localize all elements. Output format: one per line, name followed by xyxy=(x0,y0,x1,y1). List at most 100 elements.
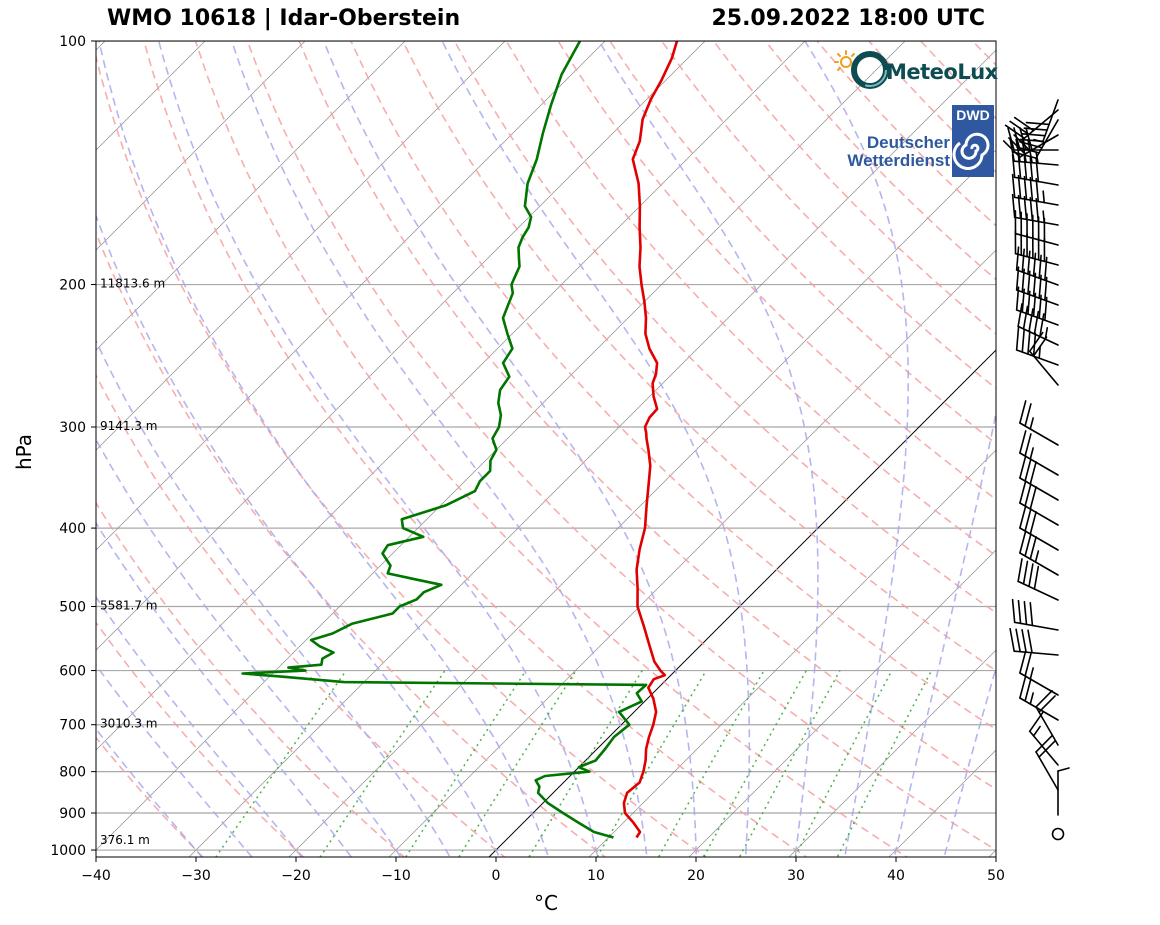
dry-adiabat-line xyxy=(350,41,996,731)
barb-flag xyxy=(1007,127,1015,151)
barb-flag xyxy=(1035,689,1053,708)
y-tick-label: 1000 xyxy=(50,843,86,859)
barb-half-flag xyxy=(1033,138,1046,144)
barb-flag xyxy=(1021,628,1027,654)
mixing-ratio-line xyxy=(404,670,527,857)
x-tick-label: 30 xyxy=(787,868,805,884)
barb-flag xyxy=(1013,127,1021,151)
barb-flag xyxy=(1021,288,1025,313)
barb-half-flag xyxy=(1029,692,1034,705)
moist-adiabat-line xyxy=(96,521,353,857)
barb-flag xyxy=(1024,678,1032,702)
barb-flag xyxy=(1019,455,1027,479)
moist-adiabat-line xyxy=(98,41,550,857)
barb-flag xyxy=(1044,256,1048,282)
barb-flag xyxy=(1013,116,1035,132)
barb-flag xyxy=(1027,270,1031,295)
dwd-logo: Deutscher Wetterdienst DWD xyxy=(830,103,996,181)
y-tick-label: 600 xyxy=(59,664,86,680)
chart-title-datetime: 25.09.2022 18:00 UTC xyxy=(711,6,985,31)
dwd-wordmark-line1: Deutscher xyxy=(866,133,950,152)
wind-barb xyxy=(1028,331,1059,386)
barb-staff xyxy=(1019,422,1059,446)
reference-lines xyxy=(96,41,996,857)
barb-flag xyxy=(1011,153,1016,179)
x-tick-label: −40 xyxy=(81,868,111,884)
barb-flag xyxy=(1044,276,1048,302)
barb-flag xyxy=(1021,138,1027,164)
isotherm-line xyxy=(96,41,706,651)
dry-adiabat-line xyxy=(194,41,909,857)
dry-adiabat-line xyxy=(298,41,996,791)
moist-adiabat-line xyxy=(943,665,996,857)
barb-half-flag xyxy=(1029,417,1034,430)
mixing-ratio-line xyxy=(702,670,807,857)
barb-flag xyxy=(1019,430,1027,454)
moist-adiabat-line xyxy=(96,595,303,857)
barb-flag xyxy=(1024,653,1032,677)
barb-flag xyxy=(1039,313,1045,338)
barb-flag xyxy=(1038,695,1056,713)
wind-barb xyxy=(1019,505,1059,551)
barb-staff xyxy=(1028,730,1059,766)
barb-flag xyxy=(1038,254,1042,279)
barb-flag xyxy=(1038,740,1056,758)
barb-flag xyxy=(1019,675,1027,699)
isotherm-line xyxy=(96,41,406,351)
barb-staff xyxy=(1014,252,1059,266)
barb-flag xyxy=(1017,154,1022,180)
barb-flag xyxy=(1028,563,1034,588)
dwd-badge: DWD xyxy=(952,105,994,177)
y-tick-label: 500 xyxy=(59,599,86,615)
isotherm-line xyxy=(96,41,906,851)
wind-barb xyxy=(1019,675,1059,721)
dry-adiabat-line xyxy=(96,736,204,857)
barb-half-flag xyxy=(1057,767,1070,772)
barb-flag xyxy=(1028,308,1034,333)
barb-flag xyxy=(1038,274,1042,299)
mixing-ratio-line xyxy=(214,670,347,857)
barb-flag xyxy=(1028,331,1044,353)
barb-flag xyxy=(1021,328,1025,353)
dry-adiabat-line xyxy=(453,41,996,614)
moist-adiabat-line xyxy=(157,41,599,857)
wind-barb xyxy=(1014,230,1059,266)
dry-adiabat-line xyxy=(96,373,506,857)
mixing-ratio-line xyxy=(738,670,841,857)
barb-flag xyxy=(1011,193,1016,219)
moist-adiabat-line xyxy=(598,41,819,857)
mixing-ratio-line xyxy=(836,670,933,857)
wind-barbs xyxy=(1002,99,1070,841)
barb-staff xyxy=(1015,349,1059,366)
barb-staff xyxy=(1013,650,1059,656)
dry-adiabat-line xyxy=(246,41,996,851)
wind-barb xyxy=(1009,627,1059,656)
wind-barb xyxy=(1028,711,1059,766)
isotherm-line xyxy=(188,49,996,857)
y-tick-label: 200 xyxy=(59,278,86,294)
barb-flag xyxy=(1021,268,1025,293)
barb-flag xyxy=(1023,195,1028,221)
isotherm-line xyxy=(96,41,306,251)
barb-staff xyxy=(1035,706,1059,746)
barb-flag xyxy=(1017,558,1023,583)
dry-adiabat-line xyxy=(609,41,996,445)
zero-isotherm-line xyxy=(488,349,996,857)
height-label: 376.1 m xyxy=(100,833,150,847)
isotherm-line xyxy=(988,849,996,857)
barb-staff xyxy=(1035,751,1059,791)
barb-flag xyxy=(1023,175,1028,201)
barb-flag xyxy=(1024,458,1032,482)
wind-barb xyxy=(1035,734,1059,791)
wind-barb xyxy=(1017,558,1059,601)
wind-barb xyxy=(1019,480,1059,526)
y-tick-label: 400 xyxy=(59,521,86,537)
wind-barb xyxy=(1019,530,1059,576)
x-tick-label: −20 xyxy=(281,868,311,884)
wind-barb xyxy=(1019,430,1059,476)
barb-flag xyxy=(1027,250,1031,275)
barb-flag xyxy=(1025,121,1050,126)
barb-flag xyxy=(1015,628,1021,653)
barb-staff xyxy=(1042,99,1059,143)
